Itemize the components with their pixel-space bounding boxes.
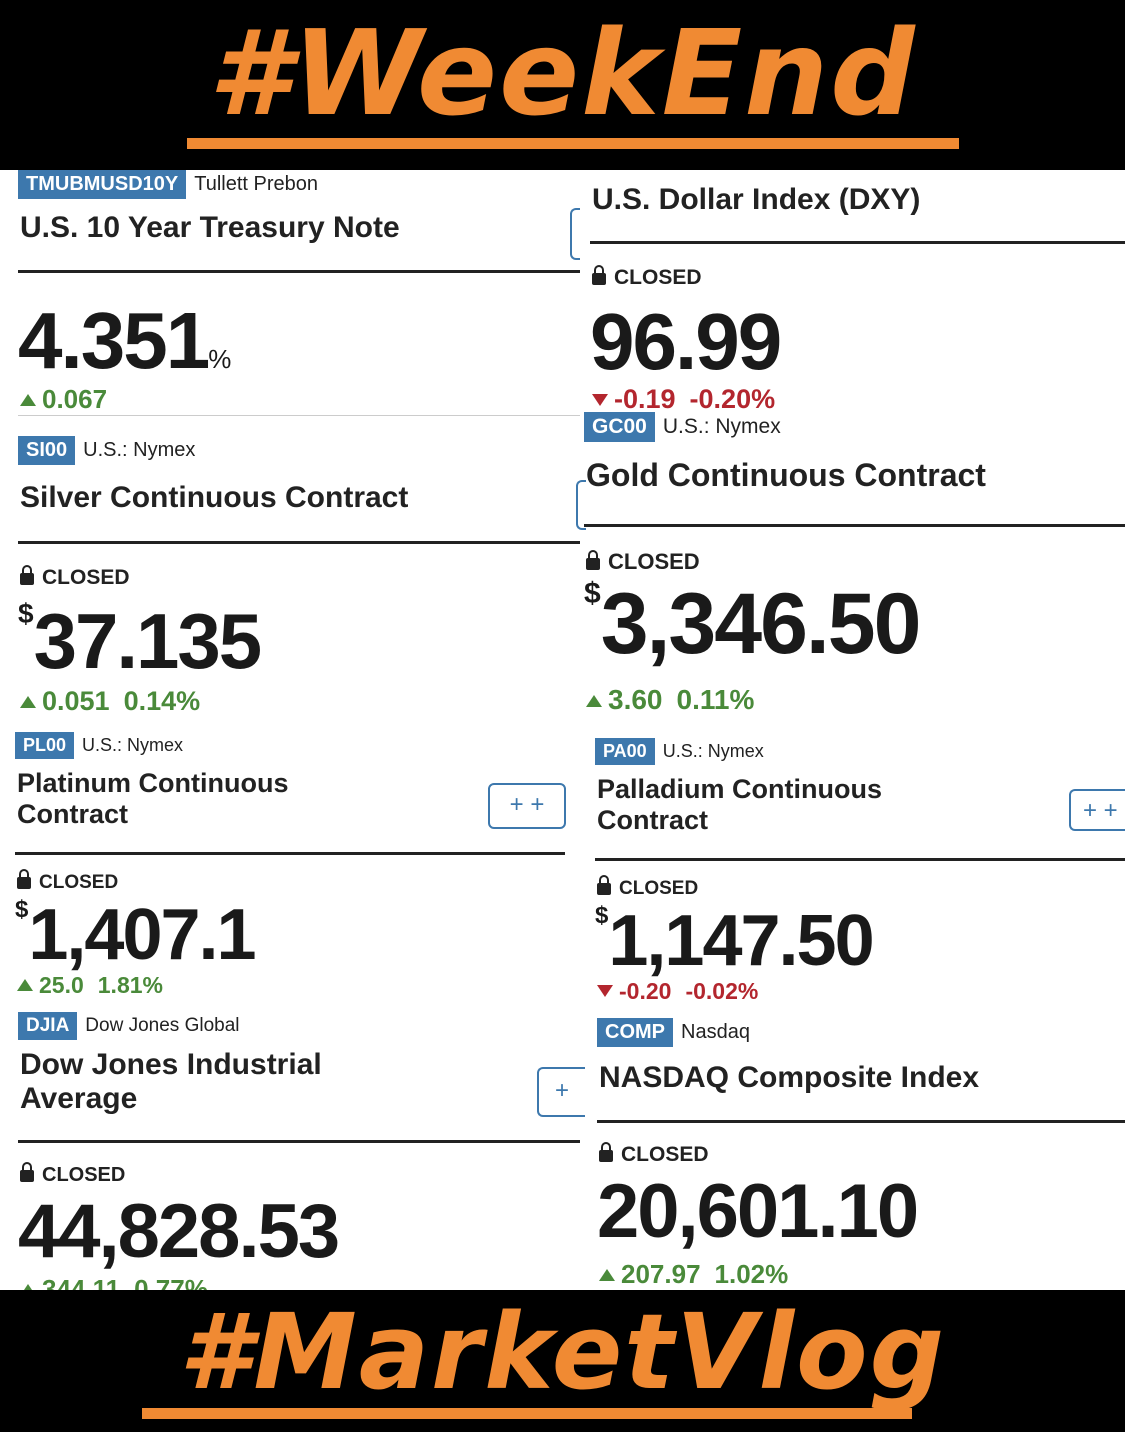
quote-card-si00: SI00 U.S.: Nymex Silver Continuous Contra…: [18, 436, 580, 716]
quote-price: 4.351%: [18, 296, 232, 385]
exchange-label: U.S.: Nymex: [662, 741, 764, 761]
quote-price: $1,407.1: [15, 895, 257, 975]
lock-icon: [592, 265, 606, 285]
lock-icon: [586, 550, 600, 570]
quote-tag-row: TMUBMUSD10Y Tullett Prebon: [18, 170, 318, 199]
market-status: CLOSED: [17, 869, 118, 894]
quote-price: 20,601.10: [597, 1169, 919, 1254]
add-button-edge[interactable]: [570, 208, 580, 260]
triangle-up-icon: [20, 696, 36, 708]
quote-name[interactable]: Dow Jones Industrial Average: [20, 1048, 322, 1115]
ticker-badge[interactable]: PL00: [15, 732, 75, 759]
lock-icon: [599, 1142, 613, 1162]
quote-change: 0.051 0.14%: [20, 686, 200, 717]
quote-name[interactable]: NASDAQ Composite Index: [599, 1061, 980, 1094]
quote-price: $37.135: [18, 597, 262, 685]
ticker-badge[interactable]: SI00: [18, 436, 76, 465]
exchange-label: U.S.: Nymex: [82, 735, 184, 755]
quote-change: 25.0 1.81%: [17, 972, 163, 999]
lock-icon: [20, 1162, 34, 1182]
quote-change: 207.97 1.02%: [599, 1259, 788, 1290]
quote-name[interactable]: U.S. Dollar Index (DXY): [592, 183, 921, 216]
triangle-up-icon: [20, 1284, 36, 1290]
quote-price: 96.99: [590, 297, 782, 386]
price-unit: %: [208, 344, 232, 374]
ticker-badge[interactable]: DJIA: [18, 1012, 78, 1040]
quote-change: 3.60 0.11%: [586, 684, 754, 716]
divider: [595, 858, 1125, 861]
lock-icon: [17, 869, 31, 889]
banner-underline: [142, 1408, 912, 1419]
triangle-up-icon: [20, 394, 36, 406]
market-status: CLOSED: [20, 1162, 125, 1187]
exchange-label: U.S.: Nymex: [83, 439, 196, 461]
exchange-label: Nasdaq: [681, 1021, 750, 1043]
quote-change: 0.067: [20, 384, 107, 415]
ticker-badge[interactable]: GC00: [584, 412, 655, 442]
divider: [584, 524, 1125, 527]
lock-icon: [597, 875, 611, 895]
divider: [18, 270, 580, 273]
triangle-up-icon: [586, 695, 602, 707]
quote-card-comp: COMP Nasdaq NASDAQ Composite Index CLOSED…: [597, 1018, 1125, 1290]
quote-card-pl00: PL00 U.S.: Nymex Platinum Continuous Contr…: [15, 732, 565, 998]
quote-price: $1,147.50: [595, 901, 875, 981]
triangle-up-icon: [17, 979, 33, 991]
divider: [597, 1120, 1125, 1123]
quote-price: 44,828.53: [18, 1189, 340, 1274]
divider: [18, 1140, 580, 1143]
quote-name[interactable]: U.S. 10 Year Treasury Note: [20, 211, 400, 244]
market-status: CLOSED: [597, 875, 698, 900]
banner-title-weekend: #WeekEnd: [208, 4, 917, 142]
market-status: CLOSED: [592, 265, 702, 290]
market-quotes-panel: TMUBMUSD10Y Tullett Prebon U.S. 10 Year T…: [0, 170, 1125, 1290]
ticker-badge[interactable]: COMP: [597, 1018, 673, 1047]
quote-change: -0.20 -0.02%: [597, 978, 758, 1005]
triangle-down-icon: [597, 985, 613, 997]
top-banner: #WeekEnd: [0, 0, 1125, 170]
quote-card-pa00: PA00 U.S.: Nymex Palladium Continuous Cont…: [595, 738, 1125, 1008]
quote-name[interactable]: Palladium Continuous Contract: [597, 774, 883, 835]
quote-card-djia: DJIA Dow Jones Global Dow Jones Industria…: [18, 1012, 580, 1290]
exchange-label: Tullett Prebon: [194, 173, 319, 195]
add-to-watchlist-button[interactable]: + +: [1069, 789, 1125, 831]
market-status: CLOSED: [599, 1142, 709, 1167]
divider-thin: [18, 415, 580, 416]
market-status: CLOSED: [586, 549, 700, 575]
quote-name[interactable]: Gold Continuous Contract: [586, 457, 986, 493]
bottom-banner: #MarketVlog: [0, 1290, 1125, 1432]
quote-price: $3,346.50: [584, 576, 921, 672]
triangle-down-icon: [592, 394, 608, 406]
quote-name[interactable]: Silver Continuous Contract: [20, 481, 409, 514]
add-to-watchlist-button[interactable]: +: [537, 1067, 585, 1117]
quote-card-gc00: GC00 U.S.: Nymex Gold Continuous Contract…: [584, 412, 1125, 715]
divider: [15, 852, 565, 855]
banner-title-marketvlog: #MarketVlog: [178, 1291, 947, 1413]
exchange-label: Dow Jones Global: [85, 1015, 240, 1036]
divider: [590, 241, 1125, 244]
divider: [18, 541, 580, 544]
banner-underline: [187, 138, 959, 149]
triangle-up-icon: [599, 1269, 615, 1281]
ticker-badge[interactable]: TMUBMUSD10Y: [18, 170, 187, 199]
add-button-edge[interactable]: [576, 480, 586, 530]
market-status: CLOSED: [20, 565, 130, 590]
add-to-watchlist-button[interactable]: + +: [488, 783, 566, 829]
quote-change: 344.11 0.77%: [20, 1274, 208, 1290]
lock-icon: [20, 565, 34, 585]
quote-change: -0.19 -0.20%: [592, 384, 775, 415]
quote-card-tmubmusd10y: TMUBMUSD10Y Tullett Prebon U.S. 10 Year T…: [18, 170, 580, 416]
quote-name[interactable]: Platinum Continuous Contract: [17, 768, 289, 829]
exchange-label: U.S.: Nymex: [662, 415, 781, 438]
quote-card-dxy: U.S. Dollar Index (DXY) CLOSED 96.99 -0.…: [590, 170, 1125, 420]
ticker-badge[interactable]: PA00: [595, 738, 655, 765]
